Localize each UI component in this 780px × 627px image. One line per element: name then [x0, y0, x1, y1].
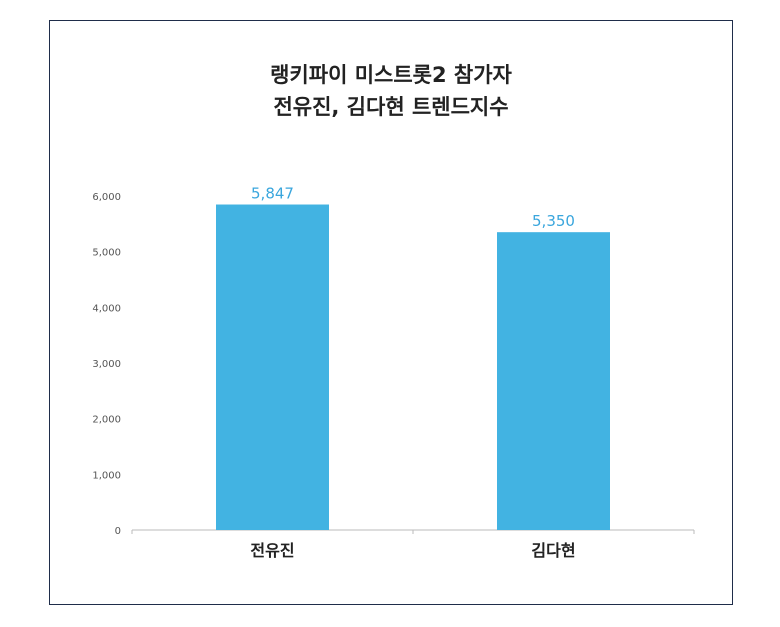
bar-value-label: 5,350 — [532, 212, 575, 230]
y-tick-label: 3,000 — [92, 359, 121, 370]
x-category-label: 김다현 — [531, 541, 575, 560]
bar-value-label: 5,847 — [251, 185, 294, 203]
y-tick-label: 2,000 — [92, 415, 121, 426]
y-tick-label: 4,000 — [92, 303, 121, 314]
bar-1 — [216, 204, 329, 530]
y-tick-label: 0 — [115, 526, 121, 537]
bar-2 — [497, 232, 610, 530]
x-category-label: 전유진 — [250, 541, 294, 560]
chart-title-line-2: 전유진, 김다현 트렌드지수 — [273, 95, 509, 119]
y-tick-label: 1,000 — [92, 470, 121, 481]
y-tick-label: 5,000 — [92, 248, 121, 259]
y-tick-label: 6,000 — [92, 192, 121, 203]
chart-title-line-1: 랭키파이 미스트롯2 참가자 — [270, 63, 512, 87]
chart-frame: 랭키파이 미스트롯2 참가자 전유진, 김다현 트렌드지수 — [49, 20, 733, 605]
